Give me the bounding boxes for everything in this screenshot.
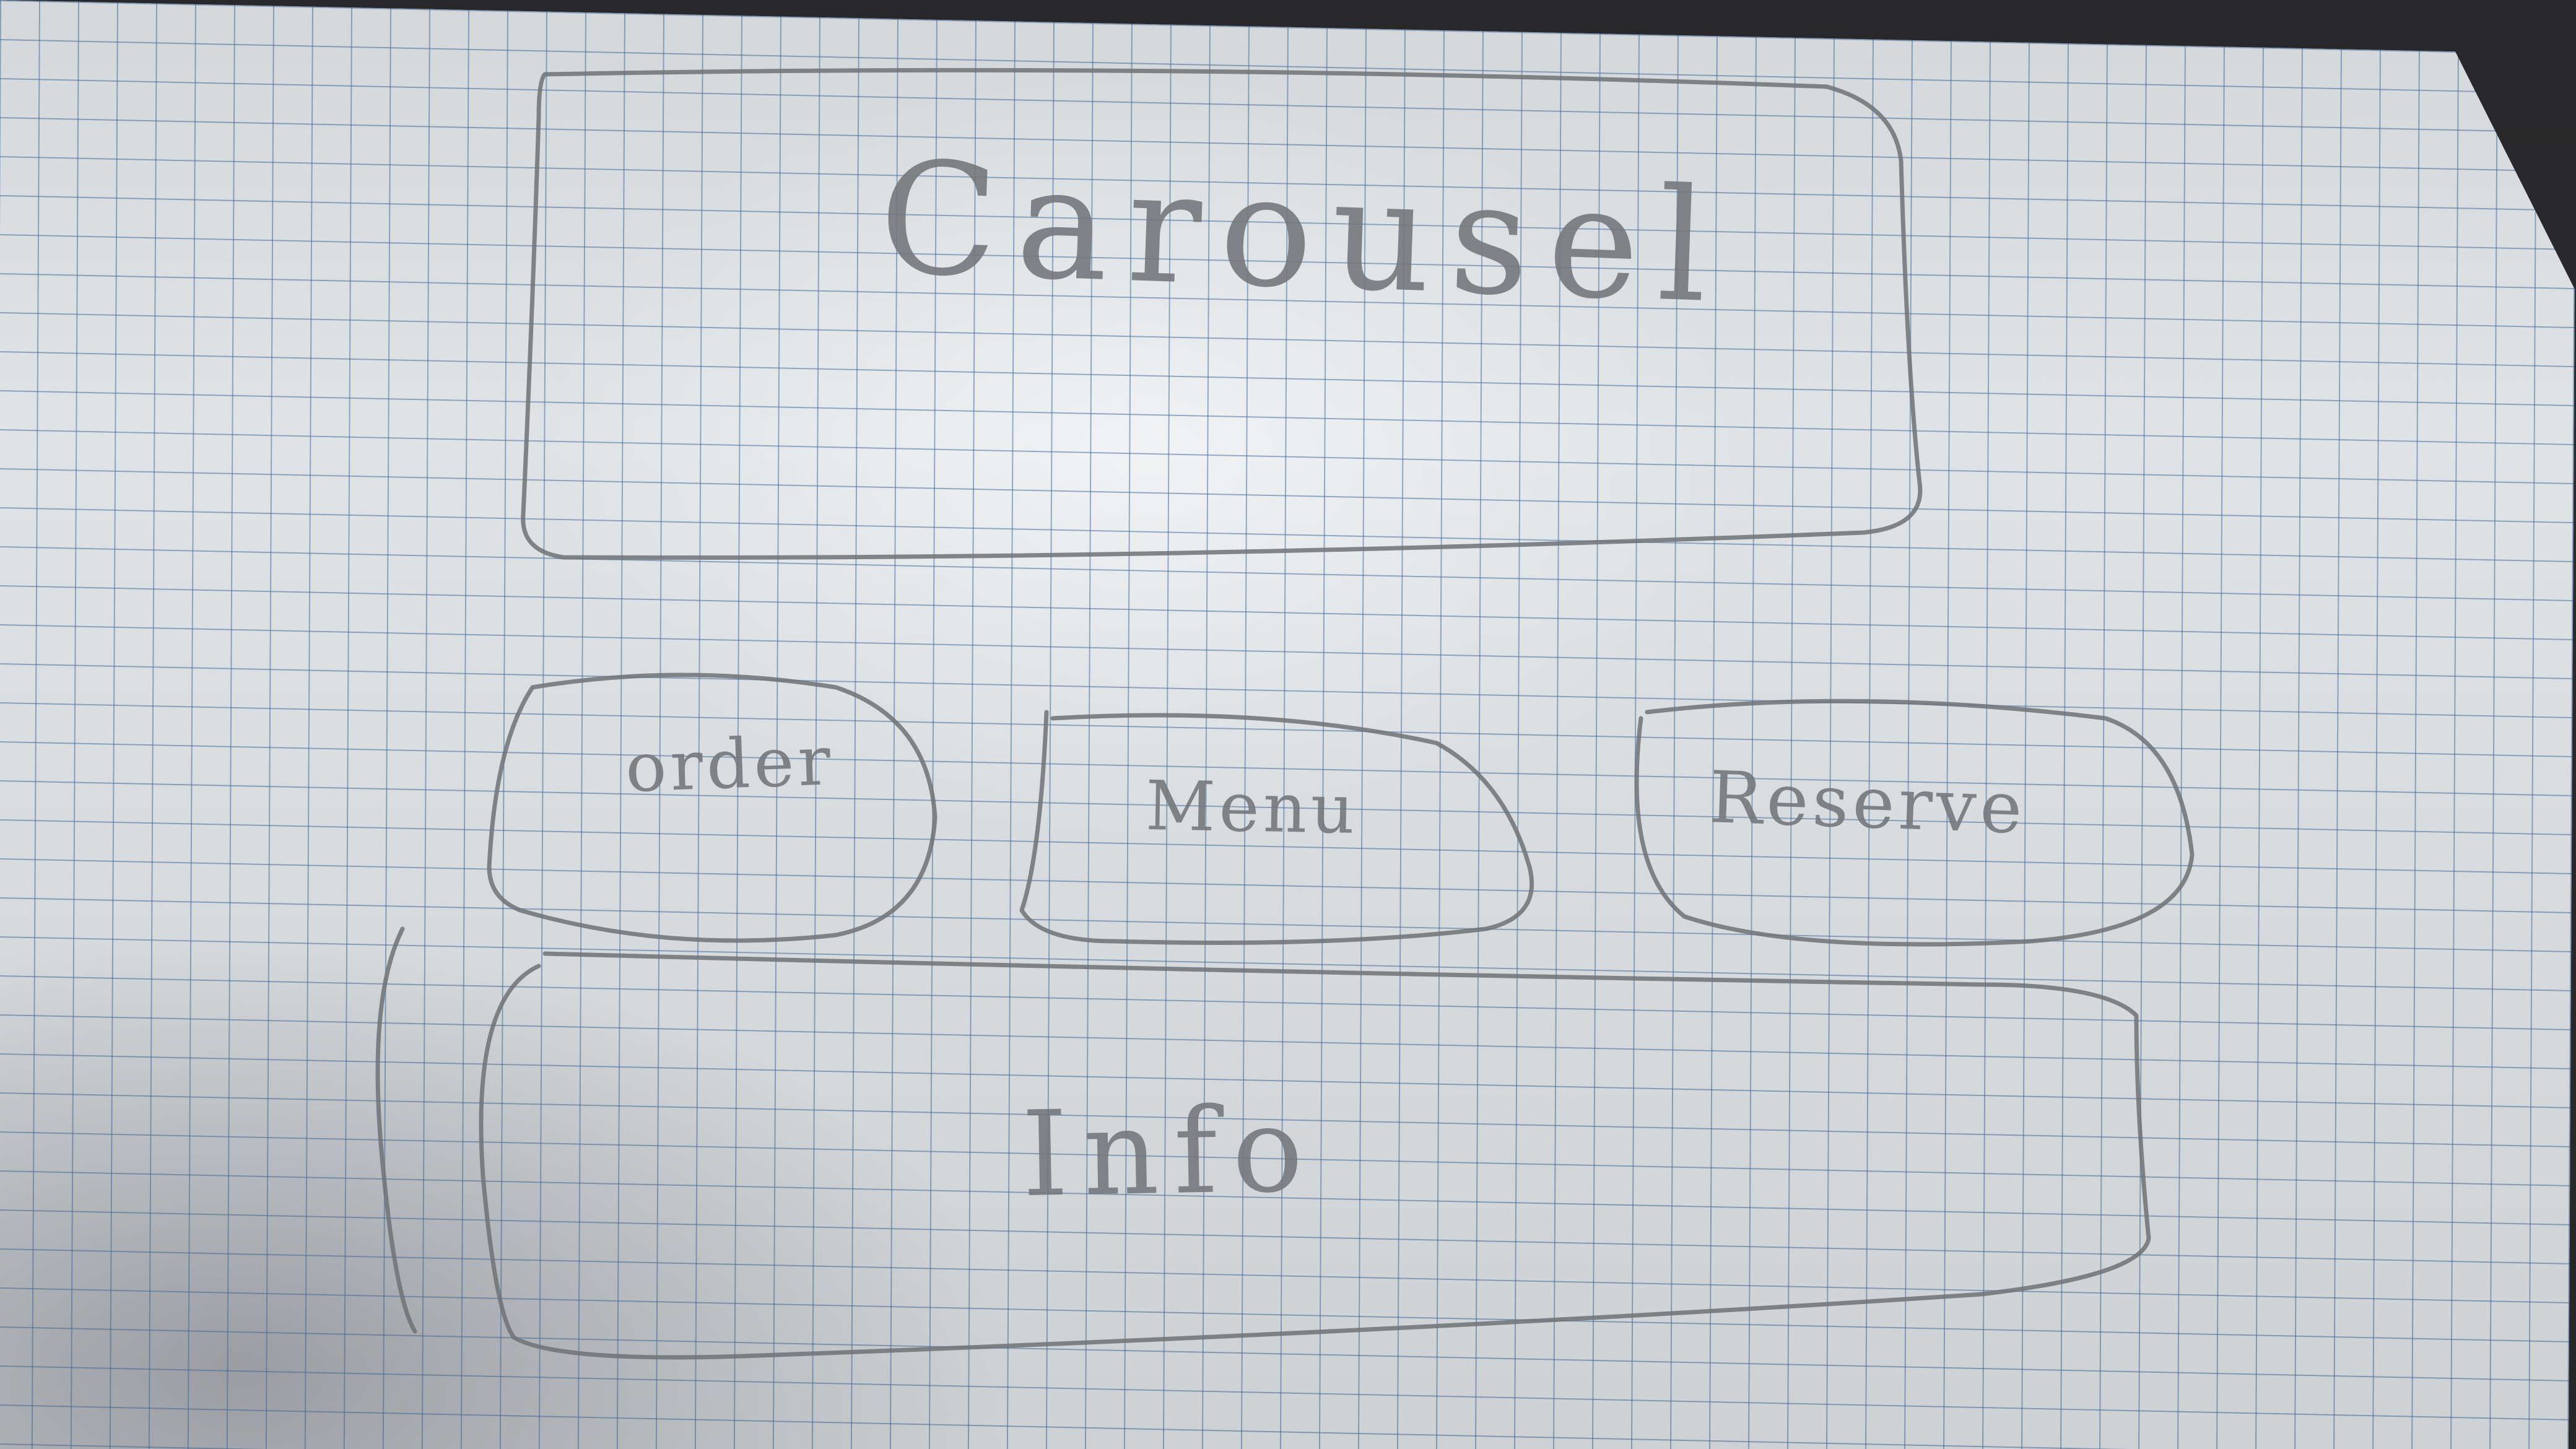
info-box-outer-stroke xyxy=(375,926,417,1334)
carousel-label: Carousel xyxy=(876,128,1730,337)
order-button-box xyxy=(487,672,938,943)
menu-button[interactable]: Menu xyxy=(1144,766,1359,849)
order-button[interactable]: order xyxy=(624,721,836,807)
info-label: Info xyxy=(1020,1081,1320,1224)
info-box xyxy=(479,951,2151,1360)
reserve-button-box xyxy=(1634,698,2195,947)
menu-button-box xyxy=(1019,710,1534,945)
reserve-button[interactable]: Reserve xyxy=(1707,756,2027,850)
carousel-box xyxy=(521,67,1923,560)
